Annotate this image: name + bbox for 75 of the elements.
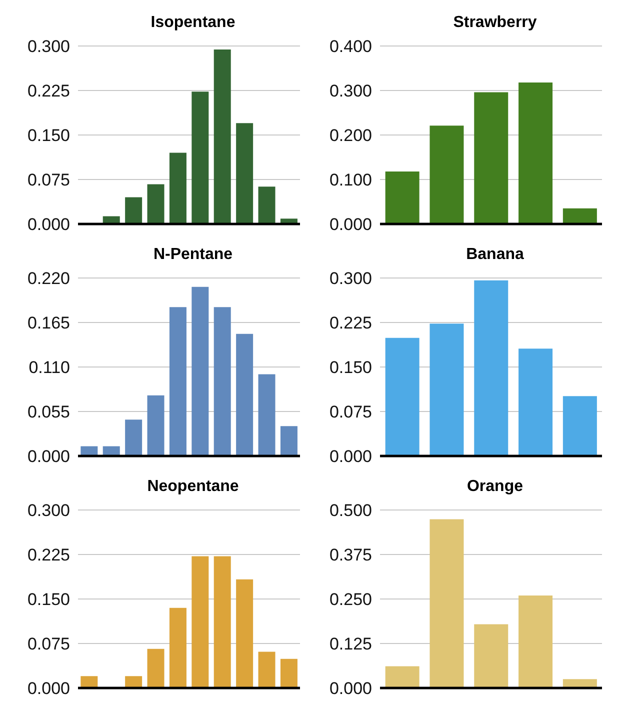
bar bbox=[385, 338, 420, 456]
y-tick-label: 0.200 bbox=[329, 126, 372, 146]
chart-title: N-Pentane bbox=[153, 245, 233, 265]
bar bbox=[236, 123, 254, 224]
bar bbox=[562, 208, 597, 224]
bar bbox=[258, 186, 276, 224]
bar bbox=[474, 280, 508, 456]
y-tick-label: 0.400 bbox=[329, 37, 372, 56]
bar bbox=[258, 652, 276, 688]
y-tick-label: 0.000 bbox=[329, 447, 372, 466]
bar bbox=[192, 556, 209, 688]
bar bbox=[169, 608, 186, 688]
bar bbox=[518, 82, 553, 224]
y-tick-label: 0.250 bbox=[329, 590, 372, 610]
bar bbox=[125, 420, 142, 456]
bar bbox=[280, 426, 298, 456]
y-tick-label: 0.075 bbox=[27, 634, 70, 654]
bar bbox=[474, 92, 508, 224]
bar bbox=[258, 374, 276, 456]
y-tick-label: 0.300 bbox=[27, 37, 70, 56]
y-tick-label: 0.375 bbox=[329, 546, 372, 565]
y-tick-label: 0.150 bbox=[27, 590, 70, 610]
y-tick-label: 0.055 bbox=[27, 402, 70, 422]
bar bbox=[169, 152, 186, 224]
bar bbox=[80, 676, 98, 688]
y-tick-label: 0.100 bbox=[329, 170, 372, 190]
y-tick-label: 0.150 bbox=[27, 126, 70, 146]
bar bbox=[192, 286, 209, 456]
bar bbox=[518, 348, 553, 456]
y-tick-label: 0.300 bbox=[27, 501, 70, 520]
y-tick-label: 0.110 bbox=[28, 358, 70, 378]
bar bbox=[562, 396, 597, 456]
y-tick-label: 0.300 bbox=[329, 269, 372, 288]
y-tick-label: 0.075 bbox=[329, 402, 372, 422]
bar bbox=[236, 579, 254, 688]
y-tick-label: 0.000 bbox=[329, 679, 372, 698]
y-tick-label: 0.500 bbox=[329, 501, 372, 520]
y-tick-label: 0.000 bbox=[27, 679, 70, 698]
bar bbox=[385, 666, 420, 688]
bar bbox=[125, 197, 142, 224]
bar bbox=[430, 519, 464, 688]
y-tick-label: 0.075 bbox=[27, 170, 70, 190]
y-tick-label: 0.225 bbox=[27, 546, 70, 565]
bar bbox=[214, 50, 231, 224]
y-tick-label: 0.165 bbox=[27, 314, 70, 333]
bar bbox=[192, 92, 209, 224]
bar bbox=[474, 624, 508, 688]
y-tick-label: 0.125 bbox=[329, 634, 372, 654]
bar bbox=[518, 595, 553, 688]
bar bbox=[385, 171, 420, 224]
chart-title: Orange bbox=[466, 477, 523, 497]
bar bbox=[214, 556, 231, 688]
chart-title: Isopentane bbox=[150, 13, 236, 33]
bar bbox=[147, 648, 164, 688]
y-tick-label: 0.225 bbox=[27, 82, 70, 101]
bar bbox=[236, 334, 254, 456]
y-tick-label: 0.000 bbox=[329, 215, 372, 234]
y-tick-label: 0.220 bbox=[27, 269, 70, 288]
chart-title: Banana bbox=[466, 245, 524, 265]
y-tick-label: 0.000 bbox=[27, 215, 70, 234]
chart-title: Strawberry bbox=[453, 13, 537, 33]
bar bbox=[147, 184, 164, 224]
bar bbox=[430, 324, 464, 456]
chart-title: Neopentane bbox=[147, 477, 239, 497]
y-tick-label: 0.300 bbox=[329, 82, 372, 101]
bar bbox=[125, 676, 142, 688]
bar bbox=[169, 307, 186, 456]
bar bbox=[280, 658, 298, 688]
bar bbox=[430, 126, 464, 224]
y-tick-label: 0.000 bbox=[27, 447, 70, 466]
y-tick-label: 0.225 bbox=[329, 314, 372, 333]
bar bbox=[562, 679, 597, 688]
y-tick-label: 0.150 bbox=[329, 358, 372, 378]
bar bbox=[147, 395, 164, 456]
bar bbox=[214, 307, 231, 456]
